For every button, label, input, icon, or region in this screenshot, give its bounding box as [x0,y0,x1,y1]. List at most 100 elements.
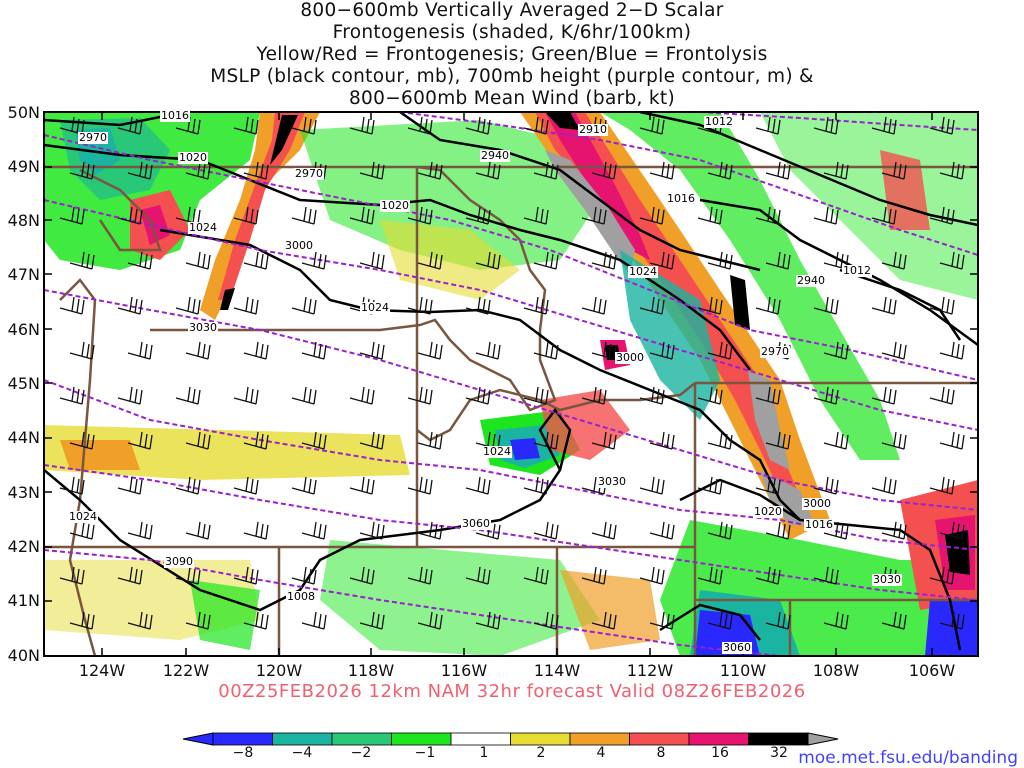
wind-barb [765,431,791,450]
wind-barb [175,476,201,495]
mslp-contour-label: 1024 [68,510,98,523]
height-contour-label: 3000 [284,239,314,252]
wind-barb [591,611,617,630]
lat-label-43N: 43N [7,483,40,502]
wind-barb [291,566,317,585]
lon-label-120W: 120W [255,661,303,680]
wind-barb [755,566,781,585]
wind-barb [523,386,549,405]
wind-barb [755,386,781,405]
wind-barb [813,116,839,135]
wind-barb [127,161,153,180]
wind-barb [475,521,501,540]
wind-barb [185,341,211,360]
wind-barb [475,251,501,270]
wind-barb [349,566,375,585]
wind-barb [591,161,617,180]
wind-barb [233,206,259,225]
wind-barb [349,386,375,405]
title-line-2: Frontogenesis (shaded, K/6hr/100km) [332,22,692,43]
wind-barb [881,161,907,180]
mslp-contour-label: 1016 [666,192,696,205]
wind-barb [697,386,723,405]
wind-barb [233,566,259,585]
lon-label-112W: 112W [626,661,674,680]
wind-barb [417,521,443,540]
mslp-contour-label: 1012 [704,115,734,128]
wind-barb [871,206,897,225]
colorbar-swatch [629,732,690,746]
wind-barb [127,251,153,270]
wind-barb [823,251,849,270]
wind-barb [301,521,327,540]
wind-barb [639,476,665,495]
colorbar-label: 8 [656,745,666,761]
map-frame [43,111,979,657]
wind-barb [929,566,955,585]
wind-barb [823,341,849,360]
wind-barb [823,161,849,180]
wind-barb [59,476,85,495]
height-contour-label: 3030 [188,321,218,334]
wind-barb [639,296,665,315]
wind-barb [939,161,965,180]
wind-barb [465,566,491,585]
wind-barb [407,116,433,135]
wind-barb [291,296,317,315]
wind-barb [69,611,95,630]
wind-barb [939,251,965,270]
wind-barb [813,206,839,225]
wind-barb [581,386,607,405]
wind-barb [117,296,143,315]
wind-barb [697,206,723,225]
mslp-contour-label: 1020 [380,199,410,212]
wind-barb [127,341,153,360]
mslp-contour-label: 1024 [628,265,658,278]
wind-barb [765,161,791,180]
wind-barb [465,206,491,225]
height-contour-label: 2970 [78,131,108,144]
colorbar-swatch [212,732,273,746]
colorbar-label: −1 [414,745,436,761]
wind-barb [349,116,375,135]
wind-barb [881,521,907,540]
wind-barb [59,386,85,405]
lat-label-49N: 49N [7,157,40,176]
wind-barb [349,476,375,495]
wind-barb [243,611,269,630]
wind-barb [591,521,617,540]
lat-label-46N: 46N [7,320,40,339]
wind-barb [871,476,897,495]
wind-barb [291,206,317,225]
mslp-contour-label: 1016 [160,109,190,122]
colorbar-swatch [182,732,214,746]
wind-barb [185,431,211,450]
wind-barb [581,206,607,225]
colorbar-label: 32 [770,745,788,761]
lon-label-106W: 106W [908,661,956,680]
wind-barb [117,476,143,495]
wind-barb [697,476,723,495]
title-line-5: 800−600mb Mean Wind (barb, kt) [348,88,676,109]
wind-barb [765,611,791,630]
wind-barb [301,611,327,630]
wind-barb [465,296,491,315]
wind-barb [533,611,559,630]
source-url[interactable]: moe.met.fsu.edu/banding [798,748,1018,768]
height-contour-label: 3030 [597,475,627,488]
wind-barb [69,251,95,270]
wind-barb [523,566,549,585]
wind-barb [475,341,501,360]
colorbar-label: 2 [536,745,546,761]
lat-label-50N: 50N [7,103,40,122]
lon-label-108W: 108W [812,661,860,680]
wind-barb [69,161,95,180]
wind-barb [407,476,433,495]
forecast-valid-time: 00Z25FEB2026 12km NAM 32hr forecast Vali… [218,681,806,702]
height-contour-label: 3060 [722,641,752,654]
wind-barb [359,161,385,180]
wind-barb [175,116,201,135]
mslp-contour-label: 1020 [753,505,783,518]
height-contour-label: 3000 [615,351,645,364]
wind-barb [523,296,549,315]
